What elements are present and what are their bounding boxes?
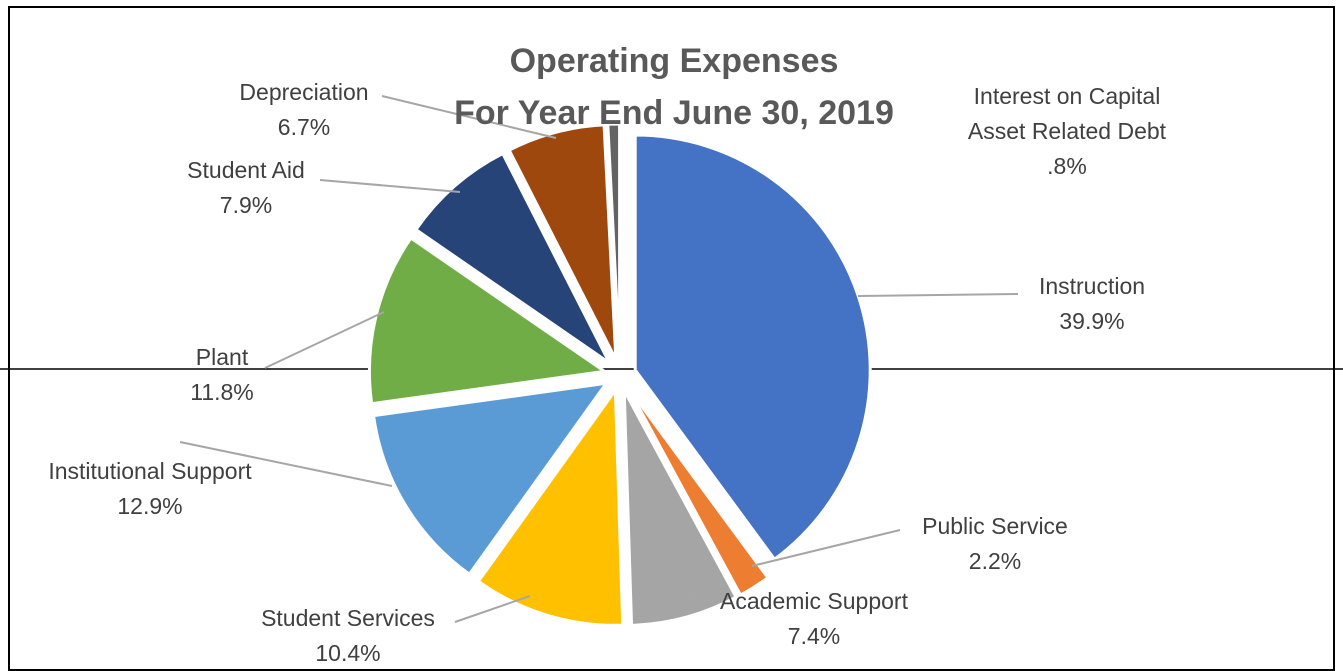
data-label-value-interest-on-capital-asset-related-debt: .8%	[1047, 153, 1087, 179]
leader-line-depreciation	[381, 95, 557, 139]
leader-line-plant	[264, 311, 385, 369]
chart-subtitle: For Year End June 30, 2019	[454, 94, 894, 132]
data-label-value-student-aid: 7.9%	[220, 192, 272, 218]
data-label-value-institutional-support: 12.9%	[117, 493, 182, 519]
pie-slice-plant	[367, 235, 609, 406]
pie-slices	[367, 122, 872, 627]
data-label-name-depreciation: Depreciation	[239, 79, 368, 105]
leader-lines	[179, 95, 1019, 623]
pie-slice-student-services	[476, 385, 625, 627]
data-label-name-interest-on-capital-asset-related-debt: Asset Related Debt	[968, 118, 1167, 144]
data-label-name-academic-support: Academic Support	[720, 588, 909, 614]
data-label-value-depreciation: 6.7%	[278, 114, 330, 140]
pie-slice-student-aid	[413, 151, 611, 365]
data-label-value-plant: 11.8%	[190, 379, 254, 405]
data-label-value-student-services: 10.4%	[315, 640, 380, 666]
pie-slice-institutional-support	[371, 381, 610, 577]
leader-line-instruction	[857, 293, 1019, 297]
pie-slice-academic-support	[622, 389, 739, 627]
data-label-name-student-aid: Student Aid	[187, 157, 305, 183]
leader-line-student-aid	[319, 179, 461, 193]
data-label-value-academic-support: 7.4%	[788, 623, 840, 649]
data-labels: Instruction 39.9% Public Service 2.2% Academ…	[48, 79, 1166, 666]
pie-slice-interest-on-capital-asset-related-debt	[606, 122, 622, 360]
data-label-name-plant: Plant	[196, 344, 249, 370]
data-label-value-public-service: 2.2%	[969, 548, 1021, 574]
leader-line-academic-support	[681, 584, 703, 605]
data-label-name-instruction: Instruction	[1039, 273, 1145, 299]
pie-slice-depreciation	[507, 123, 618, 361]
chart-title: Operating Expenses	[510, 42, 839, 80]
data-label-name-interest-on-capital-asset-related-debt: Interest on Capital	[974, 83, 1161, 109]
leader-line-student-services	[454, 595, 531, 623]
data-label-value-instruction: 39.9%	[1059, 308, 1124, 334]
data-label-name-public-service: Public Service	[922, 513, 1068, 539]
data-label-name-student-services: Student Services	[261, 605, 435, 631]
leader-line-public-service	[751, 529, 901, 567]
leader-line-institutional-support	[179, 441, 393, 487]
data-label-name-institutional-support: Institutional Support	[48, 458, 252, 484]
pie-slice-public-service	[627, 387, 770, 598]
chart-border	[8, 6, 1335, 671]
